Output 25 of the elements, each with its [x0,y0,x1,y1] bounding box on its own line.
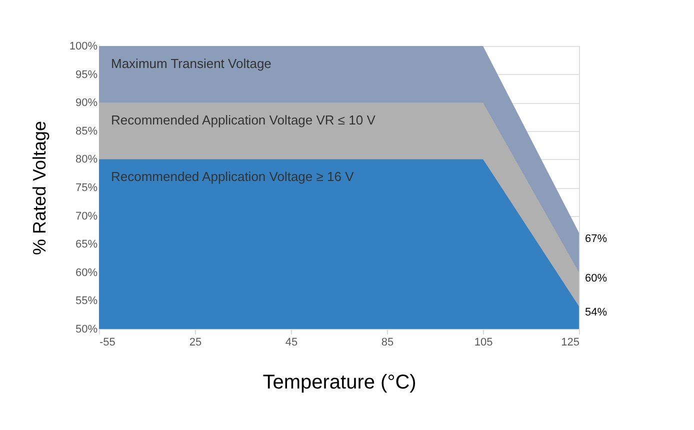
y-tick-label: 65% [75,238,98,251]
y-tick-label: 100% [69,40,98,52]
y-tick-label: 55% [75,295,98,308]
series-label: Recommended Application Voltage ≥ 16 V [111,169,354,184]
x-tick-label: 45 [285,336,298,348]
y-axis-title: % Rated Voltage [29,120,50,256]
series-label: Recommended Application Voltage VR ≤ 10 V [111,112,376,128]
x-axis-title: Temperature (°C) [262,372,416,394]
y-tick-label: 95% [75,68,98,81]
y-tick-label: 85% [75,125,98,138]
y-tick-label: 90% [75,97,98,110]
y-tick-label: 70% [75,210,98,222]
data-label: 60% [585,272,608,284]
x-tick-label: 85 [381,336,394,348]
x-tick-label: -55 [100,336,116,348]
y-tick-label: 50% [75,324,98,336]
data-label: 54% [585,306,608,318]
data-label: 67% [585,232,608,245]
x-tick-label: 25 [189,336,202,348]
x-tick-label: 105 [474,336,493,348]
y-tick-label: 80% [75,154,98,166]
series-label: Maximum Transient Voltage [111,56,272,71]
x-tick-label: 125 [561,336,580,348]
y-tick-label: 60% [75,266,98,279]
y-tick-label: 75% [75,182,98,194]
